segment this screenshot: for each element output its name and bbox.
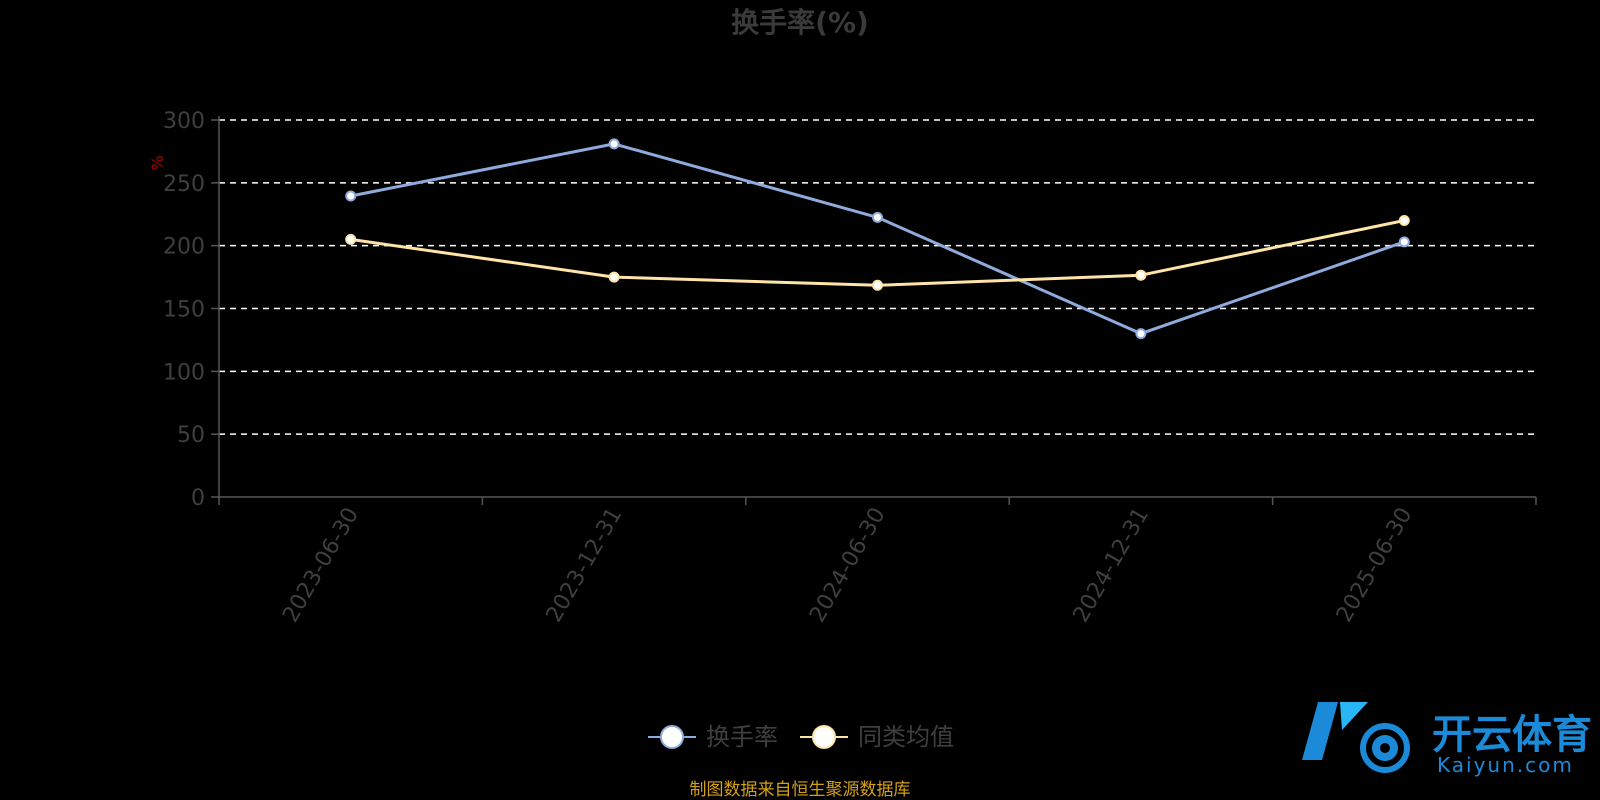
data-point[interactable]: [872, 211, 883, 223]
legend: 换手率 同类均值: [648, 723, 954, 751]
legend-item[interactable]: 换手率: [648, 723, 778, 751]
data-point[interactable]: [1398, 236, 1410, 248]
x-tick-label: 2025-06-30: [1332, 504, 1418, 627]
data-point[interactable]: [608, 138, 620, 150]
data-point[interactable]: [872, 279, 883, 291]
y-tick-label: 250: [163, 172, 205, 197]
data-point[interactable]: [1135, 269, 1147, 281]
grid-lines: [219, 119, 1536, 435]
legend-item[interactable]: 同类均值: [800, 723, 954, 751]
source-note: 制图数据来自恒生聚源数据库: [690, 780, 911, 800]
data-point[interactable]: [1398, 215, 1410, 227]
data-point[interactable]: [608, 271, 620, 283]
y-tick-label: 50: [177, 423, 205, 448]
legend-label: 换手率: [706, 723, 778, 751]
brand-logo: [1302, 702, 1410, 773]
x-tick-label: 2024-12-31: [1069, 504, 1155, 627]
axes: 0 50 100 150 200 250 300 2023-06-30 2023-12-31 20…: [163, 109, 1537, 627]
data-point[interactable]: [345, 190, 357, 202]
x-tick-label: 2023-06-30: [278, 504, 364, 627]
brand-name-en: Kaiyun.com: [1437, 753, 1574, 777]
x-tick-label: 2024-06-30: [805, 504, 891, 627]
series-line-0: [350, 142, 1405, 336]
y-tick-label: 150: [163, 298, 205, 323]
data-point[interactable]: [1135, 328, 1147, 340]
brand-name-cn: 开云体育: [1432, 712, 1592, 758]
y-tick-label: 200: [163, 235, 205, 260]
brand-watermark: 开云体育 Kaiyun.com: [1302, 702, 1592, 777]
data-point[interactable]: [345, 233, 357, 245]
legend-circle-marker: [812, 725, 836, 749]
series-points: [345, 138, 1410, 340]
chart-title: 换手率(%): [731, 6, 869, 39]
y-tick-label: 0: [191, 486, 205, 511]
legend-circle-marker: [660, 725, 684, 749]
series-line-1: [350, 219, 1405, 287]
y-tick-label: 300: [163, 109, 205, 134]
y-axis-unit: %: [148, 155, 167, 170]
y-tick-label: 100: [163, 360, 205, 385]
legend-label: 同类均值: [858, 723, 954, 751]
x-tick-label: 2023-12-31: [542, 504, 628, 627]
series-lines: [350, 142, 1405, 336]
